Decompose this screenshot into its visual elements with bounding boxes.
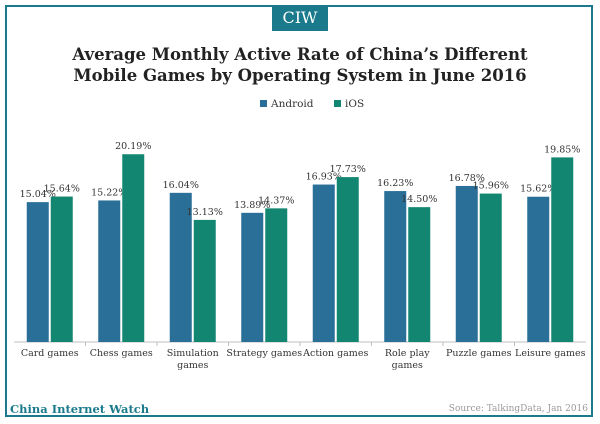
data-label-android-0: 15.04%: [20, 189, 56, 200]
bar-android-6: [455, 185, 478, 342]
data-label-ios-4: 17.73%: [330, 164, 366, 175]
legend-swatch-android: [260, 100, 267, 107]
data-label-ios-1: 20.19%: [115, 141, 151, 152]
data-label-android-7: 15.62%: [520, 184, 556, 195]
bar-android-3: [241, 212, 264, 342]
legend-swatch-ios: [334, 100, 341, 107]
chart-title: Average Monthly Active Rate of China’s D…: [0, 44, 600, 86]
bar-android-4: [312, 184, 335, 342]
bar-ios-1: [122, 154, 145, 342]
bar-ios-3: [265, 208, 288, 342]
category-label-1: Chess games: [90, 348, 153, 359]
data-label-android-6: 16.78%: [449, 173, 485, 184]
category-label-5-line-1: games: [392, 360, 423, 371]
bar-android-7: [527, 196, 550, 342]
bar-ios-7: [551, 157, 574, 342]
data-label-android-1: 15.22%: [91, 187, 127, 198]
bar-ios-0: [50, 196, 73, 342]
footer-source: Source: TalkingData, Jan 2016: [448, 404, 588, 414]
data-label-ios-3: 14.37%: [258, 195, 294, 206]
bar-android-5: [384, 191, 407, 342]
bar-ios-6: [479, 193, 502, 342]
data-label-ios-0: 15.64%: [44, 184, 80, 195]
category-label-3: Strategy games: [226, 348, 302, 359]
data-label-android-2: 16.04%: [163, 180, 199, 191]
data-label-ios-2: 13.13%: [187, 207, 223, 218]
data-label-ios-7: 19.85%: [544, 144, 580, 155]
bar-android-0: [26, 202, 49, 342]
chart-title-line-1: Average Monthly Active Rate of China’s D…: [72, 45, 528, 64]
category-label-6: Puzzle games: [446, 348, 512, 359]
legend-label-ios: iOS: [345, 98, 364, 110]
category-label-2-line-1: games: [177, 360, 208, 371]
category-label-2-line-0: Simulation: [167, 348, 219, 359]
chart-title-line-2: Mobile Games by Operating System in June…: [73, 66, 527, 85]
data-label-android-5: 16.23%: [377, 178, 413, 189]
bar-android-2: [169, 192, 192, 342]
legend-label-android: Android: [270, 98, 314, 110]
bar-ios-2: [193, 219, 216, 342]
bar-android-1: [98, 200, 121, 342]
data-label-ios-5: 14.50%: [401, 194, 437, 205]
bar-ios-4: [336, 177, 359, 342]
data-label-android-4: 16.93%: [306, 172, 342, 183]
footer-brand: China Internet Watch: [10, 402, 150, 416]
category-label-0: Card games: [21, 348, 79, 359]
brand-badge: CIW: [272, 5, 328, 31]
category-label-7: Leisure games: [515, 348, 586, 359]
data-label-ios-6: 15.96%: [473, 181, 509, 192]
bar-ios-5: [408, 207, 431, 342]
data-label-android-3: 13.89%: [234, 200, 270, 211]
category-label-4: Action games: [302, 348, 368, 359]
category-label-5-line-0: Role play: [385, 348, 430, 359]
